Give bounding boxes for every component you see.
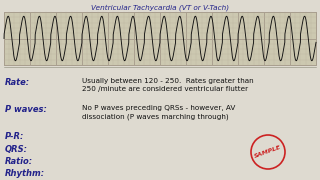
Text: Usually between 120 - 250.  Rates greater than
250 /minute are considered ventri: Usually between 120 - 250. Rates greater… [82, 78, 254, 93]
Text: SAMPLE: SAMPLE [254, 145, 282, 159]
Text: Rate:: Rate: [5, 78, 30, 87]
Text: Ventricular Tachycardia (VT or V-Tach): Ventricular Tachycardia (VT or V-Tach) [91, 4, 229, 11]
Text: No P waves preceding QRSs - however, AV
dissociation (P waves marching through): No P waves preceding QRSs - however, AV … [82, 105, 236, 120]
Text: QRS:: QRS: [5, 145, 28, 154]
Text: Rhythm:: Rhythm: [5, 169, 45, 178]
Text: Ratio:: Ratio: [5, 157, 33, 166]
Polygon shape [4, 12, 316, 65]
Text: P-R:: P-R: [5, 132, 24, 141]
Text: P waves:: P waves: [5, 105, 47, 114]
